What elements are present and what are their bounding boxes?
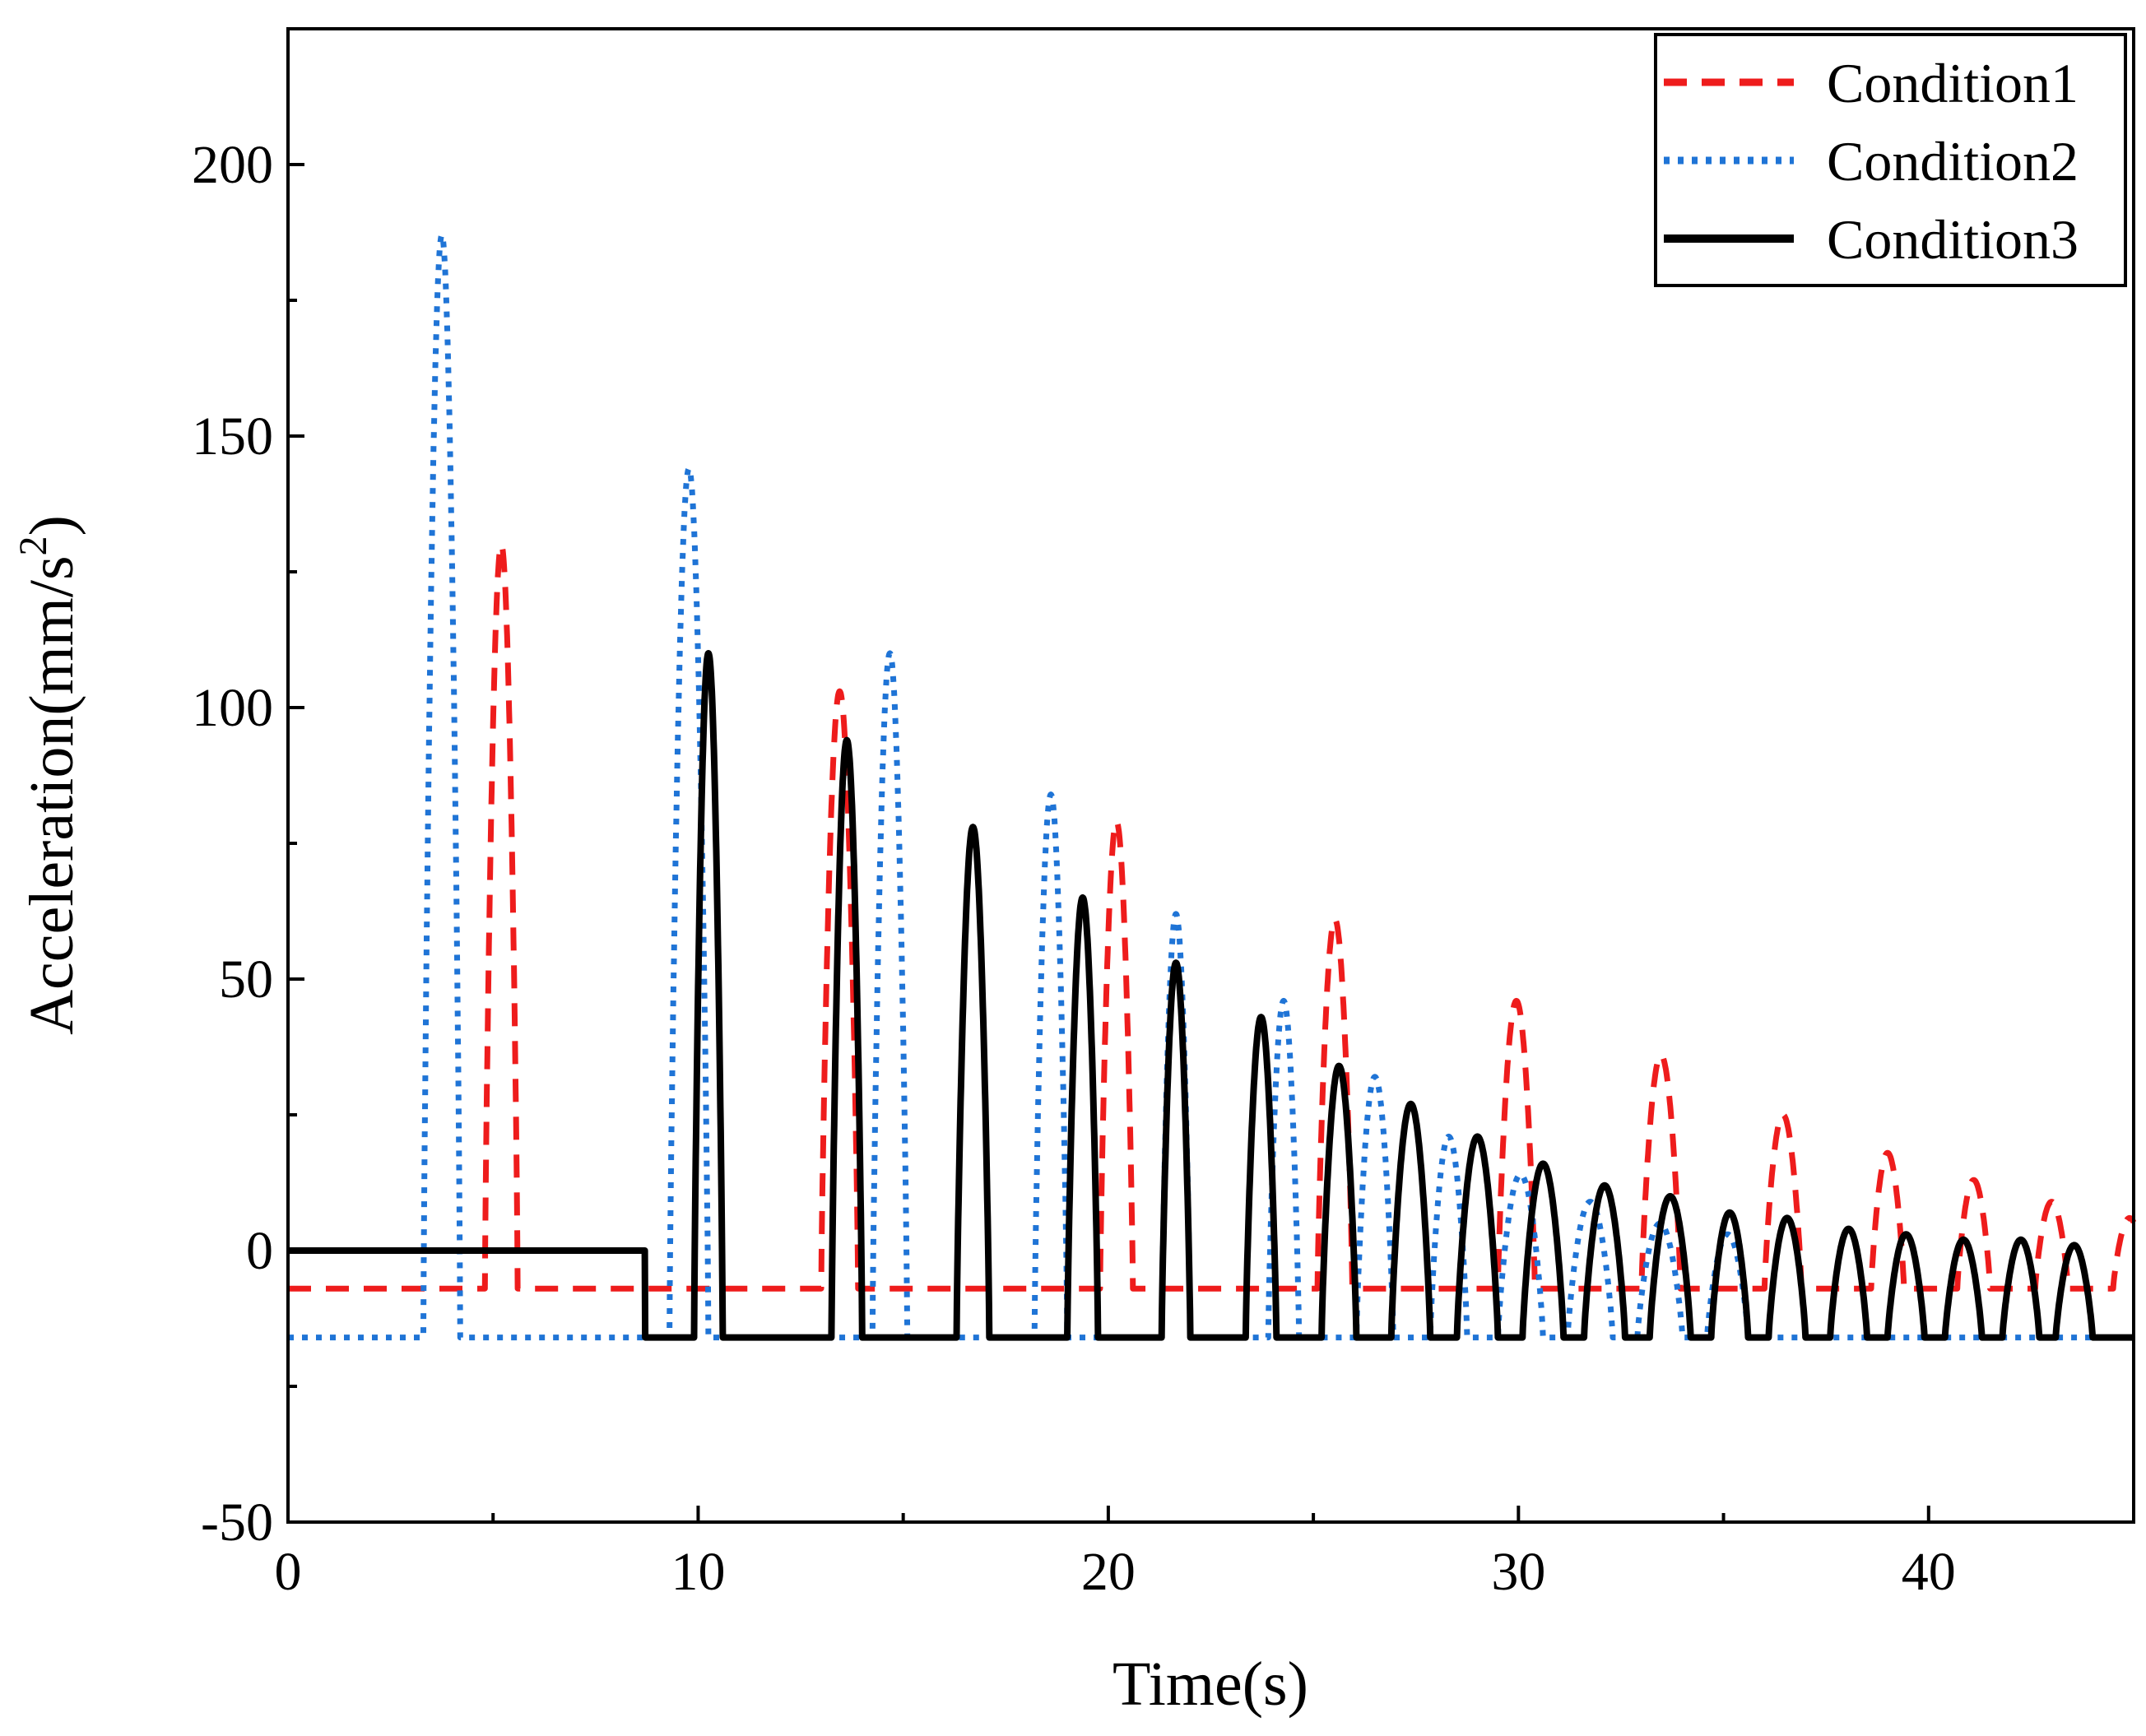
y-axis-label-close: ) — [17, 515, 86, 536]
x-tick-label: 0 — [275, 1542, 302, 1602]
plot-frame — [286, 27, 2135, 1524]
x-tick-label: 30 — [1491, 1542, 1545, 1602]
series-line-condition2 — [285, 232, 2137, 1341]
y-tick-label: 0 — [246, 1221, 273, 1281]
legend: Condition1 Condition2 Condition3 — [1654, 33, 2127, 287]
x-tick-label: 10 — [671, 1542, 725, 1602]
x-tick-label: 20 — [1081, 1542, 1136, 1602]
y-tick-label: 100 — [192, 678, 273, 738]
y-axis-label-superscript: 2 — [12, 536, 55, 555]
x-tick-label: 40 — [1902, 1542, 1956, 1602]
y-axis-label-main: Acceleration(mm/s — [17, 555, 86, 1034]
series-line-condition3 — [285, 650, 2137, 1341]
x-axis-label: Time(s) — [1112, 1650, 1308, 1719]
y-tick-label: -50 — [201, 1492, 273, 1553]
legend-label-condition3: Condition3 — [1827, 208, 2079, 271]
legend-label-condition1: Condition1 — [1827, 52, 2079, 114]
y-tick-label: 150 — [192, 406, 273, 466]
legend-label-condition2: Condition2 — [1827, 130, 2079, 193]
series-line-condition1 — [285, 541, 2137, 1292]
y-tick-label: 200 — [192, 135, 273, 195]
series-layer — [285, 232, 2137, 1341]
y-tick-label: 50 — [219, 949, 273, 1010]
y-axis-label: Acceleration(mm/s2) — [12, 515, 86, 1035]
